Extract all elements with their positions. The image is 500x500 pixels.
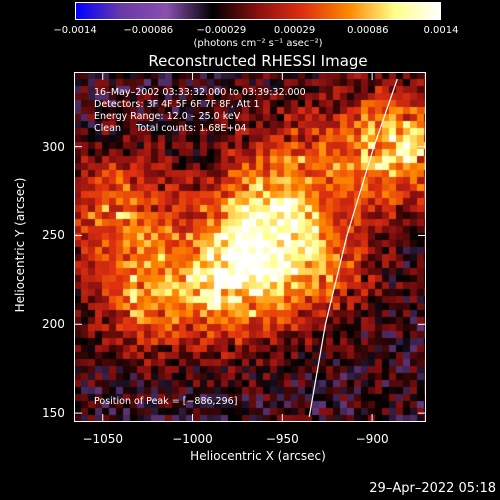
info-time-range: 16–May–2002 03:33:32.000 to 03:39:32.000 — [94, 87, 306, 98]
solar-limb-curve — [308, 78, 398, 417]
y-tick-label: 250 — [42, 228, 65, 243]
x-tick-label: −1000 — [172, 432, 213, 446]
colorbar-tick-label: 0.0014 — [423, 25, 459, 36]
colorbar-unit-label: (photons cm⁻² s⁻¹ asec⁻²) — [193, 38, 323, 49]
x-tick-label: −950 — [265, 432, 299, 446]
plot-title: Reconstructed RHESSI Image — [148, 52, 368, 70]
info-peak-position: Position of Peak = [−886,296] — [94, 396, 238, 407]
y-tick-label: 200 — [42, 317, 65, 332]
x-tick-label: −900 — [355, 432, 389, 446]
info-detectors: Detectors: 3F 4F 5F 6F 7F 8F, Att 1 — [94, 99, 260, 110]
colorbar-tick-label: 0.00086 — [347, 25, 389, 36]
colorbar-tick-label: 0.00029 — [273, 25, 316, 36]
x-tick-label: −1050 — [82, 432, 124, 446]
colorbar — [75, 2, 441, 20]
y-tick-label: 150 — [42, 406, 65, 421]
y-tick-label: 300 — [42, 139, 65, 154]
colorbar-tick-label: −0.0014 — [53, 25, 97, 36]
colorbar-tick-label: −0.00029 — [196, 25, 247, 36]
colorbar-tick-label: −0.00086 — [123, 25, 174, 36]
info-energy-range: Energy Range: 12.0 – 25.0 keV — [94, 111, 241, 122]
x-axis-label: Heliocentric X (arcsec) — [190, 449, 326, 463]
solar-limb-overlay — [308, 78, 398, 417]
heatmap-image — [74, 72, 426, 422]
info-algorithm-counts: Clean Total counts: 1.68E+04 — [94, 123, 247, 134]
y-axis-label: Heliocentric Y (arcsec) — [13, 177, 27, 313]
render-timestamp: 29–Apr–2022 05:18 — [369, 481, 496, 496]
axis-ticks — [74, 72, 426, 422]
